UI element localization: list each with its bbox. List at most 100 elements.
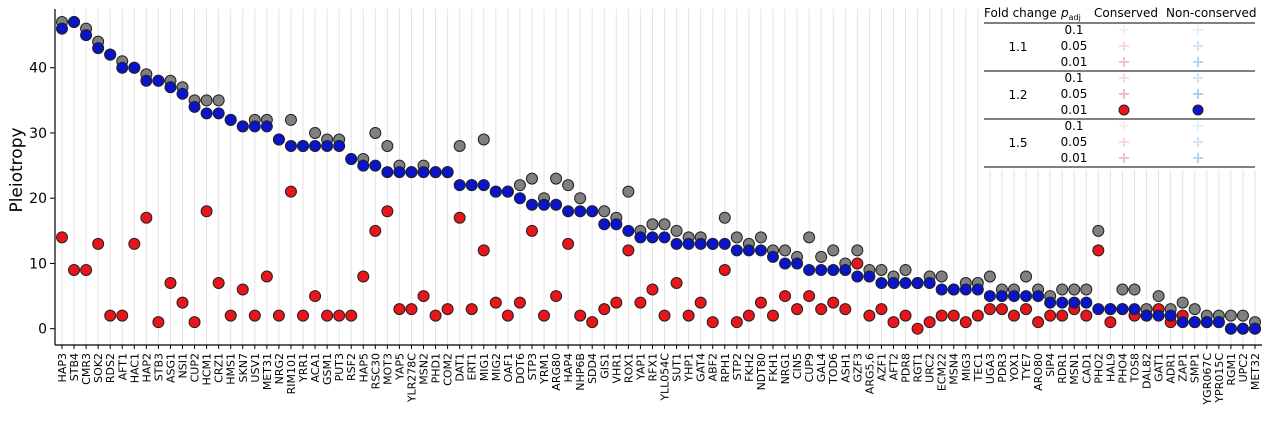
dot [706, 237, 719, 250]
x-tick-label: SOK2 [92, 353, 105, 383]
x-tick-label: OAF1 [502, 353, 515, 382]
legend-plus [1193, 73, 1203, 83]
dot [622, 244, 635, 257]
dot [80, 263, 93, 276]
dot [839, 303, 852, 316]
dot [875, 303, 888, 316]
dot [935, 270, 948, 283]
dot [140, 74, 153, 87]
dot [381, 205, 394, 218]
dot [417, 166, 430, 179]
dot [309, 140, 322, 153]
legend-header: Fold change [984, 6, 1057, 20]
legend-plus [1119, 89, 1129, 99]
dot [779, 244, 792, 257]
dot [80, 29, 93, 42]
dot [128, 237, 141, 250]
x-tick-label: MOT3 [381, 353, 394, 385]
dot [899, 309, 912, 322]
x-tick-label: ASH1 [839, 353, 852, 383]
dot [899, 263, 912, 276]
dot [357, 159, 370, 172]
dot [1068, 296, 1081, 309]
dot [1044, 296, 1057, 309]
dot [345, 309, 358, 322]
dot [321, 309, 334, 322]
y-axis-label: Pleiotropy [7, 127, 27, 212]
dot [574, 205, 587, 218]
dot [730, 316, 743, 329]
dot [104, 309, 117, 322]
dot [730, 244, 743, 257]
x-tick-label: TOD6 [827, 353, 840, 385]
dot [284, 113, 297, 126]
dot [212, 277, 225, 290]
x-tick-label: ACA1 [309, 353, 322, 383]
x-tick-label: COM2 [442, 353, 455, 386]
x-tick-label: NSI1 [177, 353, 190, 378]
dot [200, 107, 213, 120]
legend-p-value: 0.05 [1061, 135, 1088, 149]
legend-p-value: 0.05 [1061, 39, 1088, 53]
dot [1152, 309, 1165, 322]
dot [670, 224, 683, 237]
dot [405, 166, 418, 179]
dot [453, 140, 466, 153]
x-tick-label: ADR1 [1165, 353, 1178, 384]
x-tick-label: GAT4 [695, 353, 708, 382]
dot [405, 303, 418, 316]
x-tick-label: PHD1 [430, 353, 443, 383]
dot [646, 231, 659, 244]
dot [152, 316, 165, 329]
x-tick-label: RGM1 [1225, 353, 1238, 386]
dot [634, 231, 647, 244]
dot [248, 120, 261, 133]
x-tick-label: MSN4 [948, 353, 961, 385]
legend-p-value: 0.01 [1061, 151, 1088, 165]
x-tick-label: YOX1 [1008, 353, 1021, 383]
dot [369, 126, 382, 139]
dot [1224, 322, 1237, 335]
x-tick-label: SUT1 [671, 353, 684, 382]
dot [947, 309, 960, 322]
dot [176, 87, 189, 100]
dot [923, 277, 936, 290]
dot [598, 303, 611, 316]
dot [1056, 283, 1069, 296]
dot [803, 290, 816, 303]
dot [815, 250, 828, 263]
dot [1140, 309, 1153, 322]
dot [887, 316, 900, 329]
dot [297, 140, 310, 153]
dot [333, 140, 346, 153]
dot [610, 296, 623, 309]
dot [562, 237, 575, 250]
x-tick-label: USV1 [249, 353, 262, 383]
dot [670, 277, 683, 290]
legend-plus [1119, 137, 1129, 147]
dot [1224, 309, 1237, 322]
x-tick-label: AFT1 [116, 353, 129, 380]
dot [1152, 290, 1165, 303]
dot [1116, 283, 1129, 296]
legend-p-value: 0.01 [1061, 55, 1088, 69]
x-tick-label: GSM1 [321, 353, 334, 385]
x-tick-label: MET32 [1249, 353, 1262, 390]
dot [754, 244, 767, 257]
x-tick-label: AZF1 [875, 353, 888, 381]
x-tick-label: FKH1 [767, 353, 780, 382]
dot [754, 296, 767, 309]
dot [1032, 316, 1045, 329]
dot [513, 296, 526, 309]
x-tick-label: NDT80 [755, 353, 768, 390]
x-tick-label: DAL82 [1141, 353, 1154, 389]
x-tick-label: YLR278C [405, 353, 418, 403]
x-tick-label: NRG1 [779, 353, 792, 384]
x-tick-label: HAP5 [357, 353, 370, 382]
x-tick-label: UGA3 [984, 353, 997, 384]
legend-plus [1193, 57, 1203, 67]
legend-p-value: 0.1 [1064, 119, 1083, 133]
dot [791, 257, 804, 270]
x-tick-label: CMR3 [80, 353, 93, 385]
